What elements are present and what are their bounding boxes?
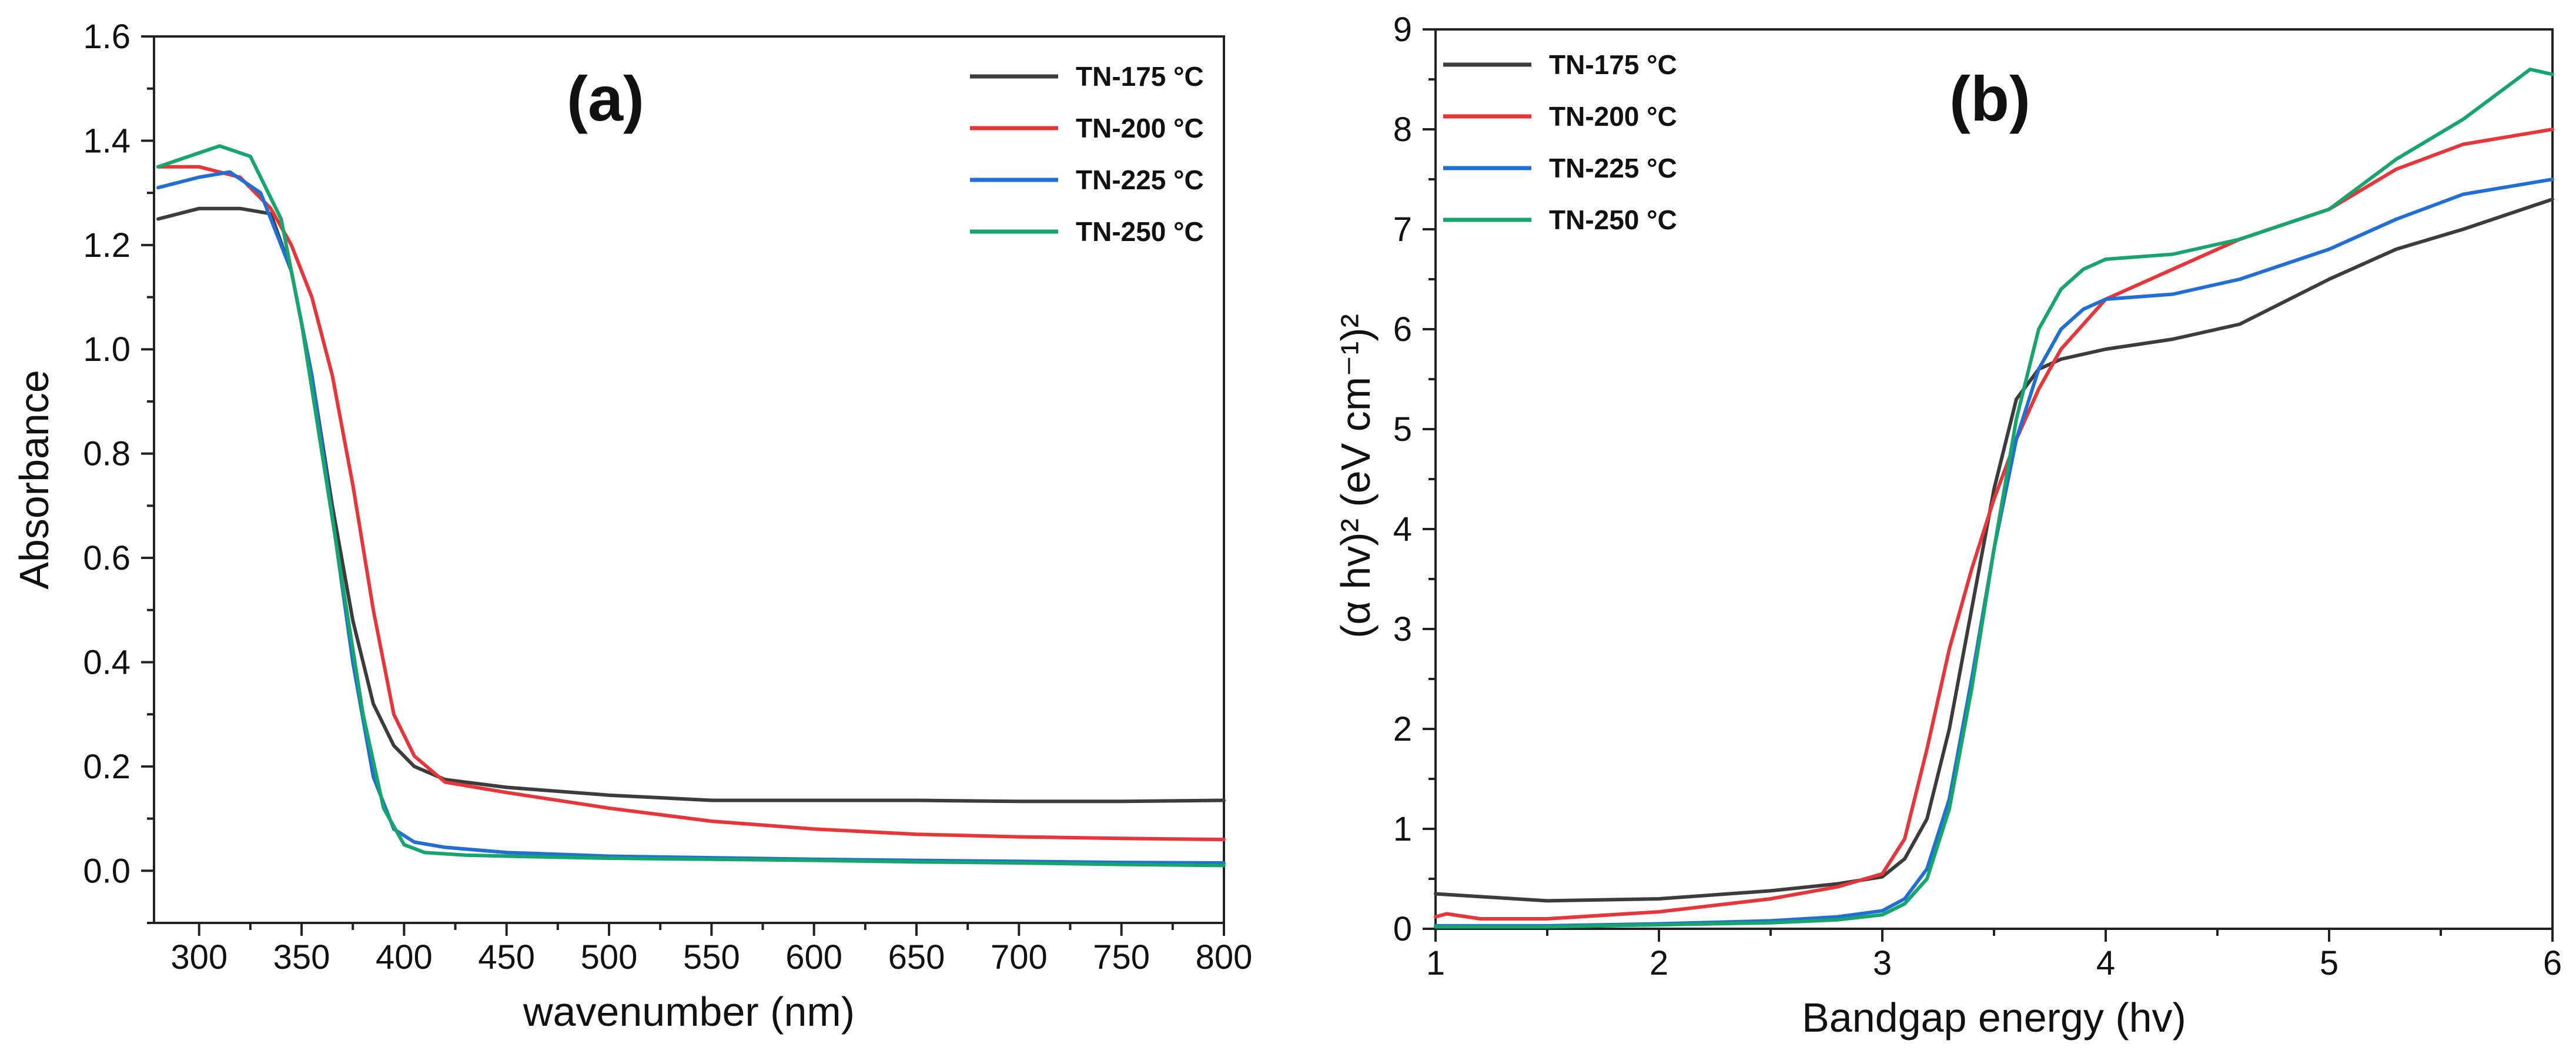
- legend-label-tn-250-c: TN-250 °C: [1549, 205, 1677, 235]
- panel-a-x-axis-title: wavenumber (nm): [523, 989, 855, 1035]
- y-tick-label: 4: [1393, 510, 1412, 548]
- x-tick-label: 3: [1873, 944, 1892, 982]
- y-tick-label: 9: [1393, 11, 1412, 49]
- panel-b-y-axis-title: (α hv)² (eV cm⁻¹)²: [1333, 314, 1379, 638]
- panel-b-legend: TN-175 °C TN-200 °C TN-225 °C TN-250 °C: [1443, 49, 1677, 235]
- x-tick-label: 750: [1093, 938, 1150, 976]
- legend-label-tn-250-c: TN-250 °C: [1076, 216, 1204, 247]
- y-tick-label: 8: [1393, 111, 1412, 149]
- panel-a-series: [156, 144, 1226, 868]
- y-tick-label: 0.4: [83, 643, 131, 681]
- series-line-tn-225-c: [156, 170, 1226, 865]
- panel-b-series: [1434, 68, 2554, 929]
- panel-a-plot-frame: [153, 35, 1225, 924]
- y-tick-label: 5: [1393, 410, 1412, 449]
- y-tick-label: 3: [1393, 610, 1412, 648]
- panel-b-x-ticks: 1 2 3 4 5 6: [1426, 929, 2562, 982]
- y-tick-label: 6: [1393, 310, 1412, 349]
- x-tick-label: 1: [1426, 944, 1445, 982]
- series-line-tn-200-c: [156, 165, 1226, 842]
- x-tick-label: 600: [785, 938, 842, 976]
- series-line-tn-175-c: [156, 206, 1226, 804]
- x-tick-label: 500: [581, 938, 638, 976]
- y-tick-label: 7: [1393, 210, 1412, 249]
- y-tick-label: 0.2: [83, 748, 131, 786]
- y-tick-label: 1.6: [83, 18, 131, 56]
- x-tick-label: 450: [478, 938, 535, 976]
- panel-a: 300 350 400 450 500 550 600 650 700 750 800 0.0 0.2…: [11, 18, 1252, 1035]
- x-tick-label: 650: [888, 938, 945, 976]
- panel-b-y-ticks: 0 1 2 3 4 5 6 7 8 9: [1393, 11, 1436, 948]
- panel-b-label: (b): [1949, 63, 2030, 134]
- y-tick-label: 0.8: [83, 435, 131, 473]
- panel-b-x-axis-title: Bandgap energy (hv): [1802, 995, 2186, 1040]
- x-tick-label: 2: [1650, 944, 1668, 982]
- legend-label-tn-225-c: TN-225 °C: [1549, 153, 1677, 183]
- y-tick-label: 1: [1393, 810, 1412, 848]
- x-tick-label: 4: [2096, 944, 2115, 982]
- x-tick-label: 300: [170, 938, 228, 976]
- x-tick-label: 5: [2320, 944, 2339, 982]
- y-tick-label: 1.2: [83, 226, 131, 265]
- x-tick-label: 350: [273, 938, 330, 976]
- y-tick-label: 0: [1393, 910, 1412, 948]
- y-tick-label: 0.0: [83, 852, 131, 890]
- series-line-tn-200-c: [1434, 128, 2554, 921]
- panel-a-x-ticks: 300 350 400 450 500 550 600 650 700 750 800: [170, 923, 1252, 976]
- x-tick-label: 400: [376, 938, 433, 976]
- x-tick-label: 550: [683, 938, 740, 976]
- series-line-tn-175-c: [1434, 198, 2554, 903]
- legend-label-tn-200-c: TN-200 °C: [1549, 101, 1677, 132]
- y-tick-label: 2: [1393, 710, 1412, 748]
- y-tick-label: 1.0: [83, 330, 131, 369]
- legend-label-tn-175-c: TN-175 °C: [1549, 49, 1677, 80]
- y-tick-label: 0.6: [83, 539, 131, 577]
- series-line-tn-250-c: [1434, 68, 2554, 929]
- legend-label-tn-175-c: TN-175 °C: [1076, 61, 1204, 92]
- x-tick-label: 800: [1196, 938, 1253, 976]
- legend-label-tn-200-c: TN-200 °C: [1076, 113, 1204, 143]
- panel-a-y-axis-title: Absorbance: [11, 370, 57, 590]
- panel-a-legend: TN-175 °C TN-200 °C TN-225 °C TN-250 °C: [970, 61, 1204, 247]
- panel-a-y-ticks: 0.0 0.2 0.4 0.6 0.8 1.0 1.2 1.4 1.6: [83, 18, 154, 924]
- x-tick-label: 6: [2543, 944, 2562, 982]
- legend-label-tn-225-c: TN-225 °C: [1076, 165, 1204, 195]
- series-line-tn-250-c: [156, 144, 1226, 868]
- x-tick-label: 700: [991, 938, 1048, 976]
- y-tick-label: 1.4: [83, 122, 131, 160]
- panel-a-label: (a): [567, 63, 644, 134]
